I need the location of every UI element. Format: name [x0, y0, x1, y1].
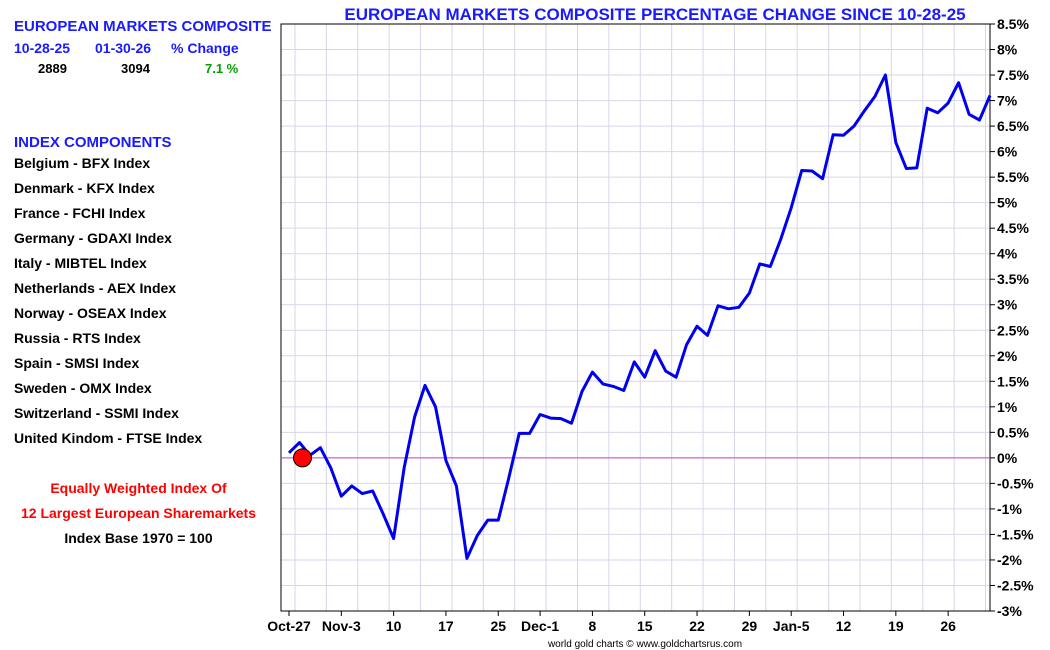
x-tick-label: 22 [689, 618, 705, 634]
summary-header-change: % Change [171, 40, 239, 56]
component-item: Switzerland - SSMI Index [14, 405, 179, 421]
x-axis: Oct-27 Nov-3 10 17 25 Dec-1 8 15 22 29 Jan-5 12 19 26 [267, 611, 956, 634]
plot-frame [280, 23, 991, 612]
y-tick-label: 2.5% [997, 322, 1029, 338]
x-tick-label: 25 [490, 618, 506, 634]
component-item: United Kindom - FTSE Index [14, 430, 203, 446]
x-tick-label: 17 [438, 618, 454, 634]
x-tick-label: 19 [888, 618, 904, 634]
y-axis: 8.5% 8% 7.5% 7% 6.5% 6% 5.5% 5% 4.5% 4% 3.5% 3% 2.5%… [990, 16, 1034, 619]
x-tick-label: 29 [742, 618, 758, 634]
x-tick-label: Oct-27 [267, 618, 311, 634]
summary-header-start: 10-28-25 [14, 40, 71, 56]
component-item: France - FCHI Index [14, 205, 146, 221]
y-tick-label: 5% [997, 195, 1018, 211]
x-tick-label: Nov-3 [322, 618, 361, 634]
component-item: Russia - RTS Index [14, 330, 141, 346]
y-tick-label: 4.5% [997, 220, 1029, 236]
y-tick-label: 4% [997, 246, 1018, 262]
note-line-2: 12 Largest European Sharemarkets [21, 505, 256, 521]
y-tick-label: -1.5% [997, 526, 1034, 542]
grid [281, 23, 990, 612]
x-tick-label: Dec-1 [521, 618, 559, 634]
y-tick-label: 8.5% [997, 16, 1029, 32]
x-tick-label: 26 [940, 618, 956, 634]
x-tick-label: Jan-5 [773, 618, 810, 634]
note-line-1: Equally Weighted Index Of [50, 480, 227, 496]
y-tick-label: 1% [997, 399, 1018, 415]
component-item: Sweden - OMX Index [14, 380, 152, 396]
component-item: Netherlands - AEX Index [14, 280, 177, 296]
summary-title: EUROPEAN MARKETS COMPOSITE [14, 18, 272, 35]
y-tick-label: 2% [997, 348, 1018, 364]
y-tick-label: 6.5% [997, 118, 1029, 134]
y-tick-label: -2% [997, 552, 1022, 568]
y-tick-label: -3% [997, 603, 1022, 619]
x-tick-label: 12 [836, 618, 852, 634]
y-tick-label: 6% [997, 144, 1018, 160]
y-tick-label: -1% [997, 501, 1022, 517]
note-line-3: Index Base 1970 = 100 [64, 530, 213, 546]
summary-value-end: 3094 [121, 61, 150, 76]
y-tick-label: 3% [997, 297, 1018, 313]
x-tick-label: 8 [589, 618, 597, 634]
y-tick-label: -0.5% [997, 475, 1034, 491]
start-marker [292, 448, 312, 468]
component-item: Spain - SMSI Index [14, 355, 140, 371]
component-item: Germany - GDAXI Index [14, 230, 172, 246]
y-tick-label: 0% [997, 450, 1018, 466]
footer-credit: world gold charts © www.goldchartsrus.co… [547, 639, 742, 650]
component-item: Norway - OSEAX Index [14, 305, 167, 321]
summary-value-start: 2889 [38, 61, 67, 76]
series-line-composite [287, 73, 992, 560]
x-tick-label: 15 [637, 618, 653, 634]
y-tick-label: 3.5% [997, 271, 1029, 287]
y-tick-label: 1.5% [997, 373, 1029, 389]
summary-value-change: 7.1 % [205, 61, 239, 76]
y-tick-label: 7% [997, 93, 1018, 109]
components-heading: INDEX COMPONENTS [14, 134, 172, 151]
component-item: Belgium - BFX Index [14, 155, 151, 171]
component-item: Italy - MIBTEL Index [14, 255, 147, 271]
x-tick-label: 10 [386, 618, 402, 634]
component-item: Denmark - KFX Index [14, 180, 155, 196]
y-tick-label: 7.5% [997, 67, 1029, 83]
y-tick-label: 8% [997, 42, 1018, 58]
chart-title: EUROPEAN MARKETS COMPOSITE PERCENTAGE CH… [344, 5, 965, 24]
y-tick-label: -2.5% [997, 577, 1034, 593]
summary-header-end: 01-30-26 [95, 40, 152, 56]
y-tick-label: 5.5% [997, 169, 1029, 185]
y-tick-label: 0.5% [997, 424, 1029, 440]
